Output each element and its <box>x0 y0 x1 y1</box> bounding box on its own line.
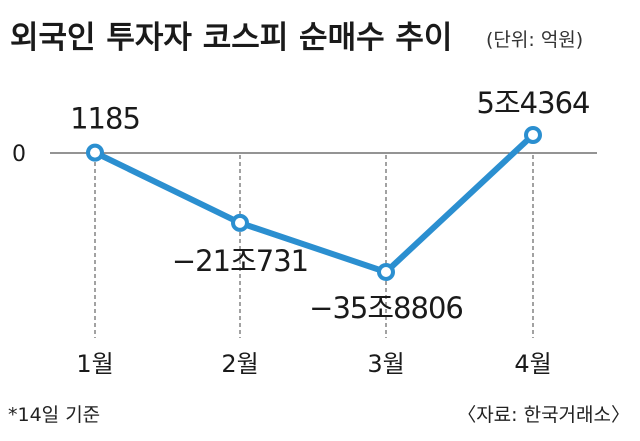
series-line-group <box>86 125 542 281</box>
data-label: −21조731 <box>172 244 308 278</box>
y-axis-ticks: 0 <box>12 142 26 167</box>
data-point <box>231 213 249 232</box>
grid-lines <box>50 152 597 338</box>
data-label: 1185 <box>70 102 140 136</box>
x-axis-ticks: 1월 2월 3월 4월 <box>76 350 551 378</box>
data-point <box>86 143 104 162</box>
source-label: 〈자료: 한국거래소〉 <box>457 404 630 426</box>
data-label: 5조4364 <box>477 86 590 120</box>
series-line <box>92 131 536 275</box>
x-tick-label: 4월 <box>514 350 551 378</box>
data-point <box>524 125 542 144</box>
data-point <box>377 263 395 281</box>
chart-title: 외국인 투자자 코스피 순매수 추이 <box>10 20 452 56</box>
data-label: −35조8806 <box>309 291 463 325</box>
data-labels: 1185 −21조731−35조8806 5조4364 <box>70 86 590 325</box>
footnote: *14일 기준 <box>8 404 100 426</box>
x-tick-label: 3월 <box>367 350 404 378</box>
x-tick-label: 2월 <box>221 350 258 378</box>
x-tick-label: 1월 <box>76 350 113 378</box>
unit-label: (단위: 억원) <box>486 29 583 51</box>
y-tick-label: 0 <box>12 142 26 167</box>
